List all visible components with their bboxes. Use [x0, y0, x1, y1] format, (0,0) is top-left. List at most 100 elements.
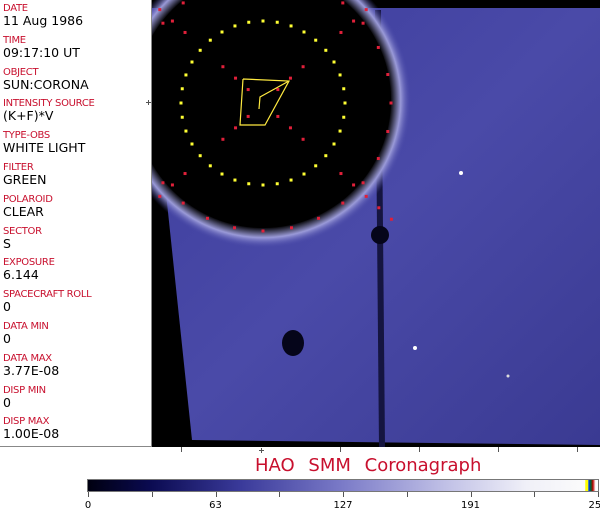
field-type-obs: TYPE-OBS WHITE LIGHT	[3, 130, 85, 155]
star	[459, 171, 463, 175]
field-data-min: DATA MIN 0	[3, 321, 49, 346]
colorbar-tick-label: 0	[84, 500, 92, 511]
field-value: (K+F)*V	[3, 108, 54, 124]
radial-dot	[183, 30, 187, 34]
field-disp-min: DISP MIN 0	[3, 385, 46, 410]
outer-circle-dot	[181, 201, 185, 205]
radial-dot	[288, 126, 292, 130]
colorbar-tick	[279, 492, 281, 497]
radial-dot	[377, 206, 381, 210]
outer-circle-dot	[205, 216, 209, 220]
colorbar-tick	[215, 492, 217, 497]
instrument-title: HAO SMM Coronagraph	[255, 455, 482, 476]
colorbar-tick	[151, 492, 153, 497]
inner-circle-dot	[324, 154, 328, 158]
field-label: FILTER	[3, 162, 34, 173]
outer-circle-dot	[341, 1, 345, 5]
radial-dot	[221, 65, 225, 69]
outer-circle-dot	[389, 101, 393, 105]
field-sector: SECTOR S	[3, 226, 42, 251]
outer-circle-dot	[386, 73, 390, 77]
field-spacecraft-roll: SPACECRAFT ROLL 0	[3, 289, 92, 315]
field-label: EXPOSURE	[3, 257, 55, 269]
colorbar-tick-label: 191	[460, 500, 481, 511]
field-value: 6.144	[3, 267, 39, 283]
field-value: GREEN	[3, 172, 47, 187]
inner-circle-dot	[184, 73, 188, 77]
field-label: TYPE-OBS	[3, 130, 50, 142]
field-label: DISP MAX	[3, 416, 50, 428]
field-label: DATA MAX	[3, 352, 52, 364]
radial-dot	[364, 8, 368, 12]
inner-circle-dot	[184, 129, 188, 133]
colorbar-tick-label: 63	[209, 500, 222, 511]
inner-circle-dot	[190, 142, 194, 146]
field-label: SPACECRAFT ROLL	[3, 289, 92, 301]
outer-circle-dot	[289, 226, 293, 230]
field-label: DATA MIN	[3, 321, 49, 332]
radial-dot	[246, 88, 250, 92]
colorbar-tick	[470, 492, 472, 497]
outer-circle-dot	[376, 45, 380, 49]
inner-circle-dot	[261, 19, 265, 23]
field-value: S	[3, 235, 11, 251]
inner-circle-dot	[275, 20, 279, 24]
outer-circle-dot	[261, 229, 265, 233]
field-value: CLEAR	[3, 203, 44, 219]
inner-circle-dot	[332, 60, 336, 64]
inner-circle-dot	[342, 115, 346, 119]
inner-circle-dot	[180, 115, 184, 119]
radial-dot	[339, 30, 343, 34]
radial-dot	[170, 19, 174, 23]
field-value: 0	[3, 299, 11, 315]
radial-dot	[183, 172, 187, 176]
radial-dot	[158, 8, 162, 12]
outer-circle-dot	[161, 21, 165, 25]
inner-circle-dot	[275, 182, 279, 186]
field-filter: FILTER GREEN	[3, 162, 47, 187]
field-disp-max: DISP MAX 1.00E-08	[3, 416, 59, 441]
radial-dot	[301, 65, 305, 69]
radial-dot	[276, 114, 280, 118]
colorbar-tick	[534, 492, 536, 497]
inner-circle-dot	[208, 164, 212, 168]
inner-circle-dot	[289, 24, 293, 28]
outer-circle-dot	[317, 216, 321, 220]
field-label: SECTOR	[3, 225, 42, 237]
inner-circle-dot	[233, 178, 237, 182]
inner-circle-dot	[343, 101, 347, 105]
radial-dot	[339, 172, 343, 176]
inner-circle-dot	[247, 20, 251, 24]
field-value: 0	[3, 331, 11, 346]
inner-circle-dot	[261, 183, 265, 187]
inner-circle-dot	[302, 172, 306, 176]
inner-circle-dot	[220, 172, 224, 176]
inner-circle-dot	[342, 87, 346, 91]
field-date: DATE 11 Aug 1986	[3, 3, 83, 28]
field-value: 09:17:10 UT	[3, 44, 80, 60]
grid-overlay	[158, 1, 393, 233]
inner-circle-dot	[314, 164, 318, 168]
outer-circle-dot	[161, 181, 165, 185]
inner-circle-dot	[302, 30, 306, 34]
coronagraph-image	[152, 0, 600, 447]
field-label: DATE	[3, 3, 28, 14]
radial-dot	[221, 137, 225, 141]
field-value: SUN:CORONA	[3, 76, 89, 92]
field-label: OBJECT	[3, 66, 39, 78]
field-polaroid: POLAROID CLEAR	[3, 194, 53, 219]
colorbar	[87, 479, 599, 492]
star	[413, 346, 417, 350]
field-data-max: DATA MAX 3.77E-08	[3, 353, 59, 378]
field-value: 3.77E-08	[3, 362, 60, 378]
radial-dot	[364, 194, 368, 198]
field-value: 0	[3, 394, 11, 410]
radial-dot	[158, 194, 162, 198]
colorbar-tick	[598, 492, 599, 497]
colorbar-tick	[406, 492, 408, 497]
star	[506, 374, 510, 378]
inner-circle-dot	[180, 87, 184, 91]
field-value: WHITE LIGHT	[3, 140, 86, 156]
field-intensity-source: INTENSITY SOURCE (K+F)*V	[3, 98, 95, 123]
field-value: 11 Aug 1986	[3, 13, 84, 28]
